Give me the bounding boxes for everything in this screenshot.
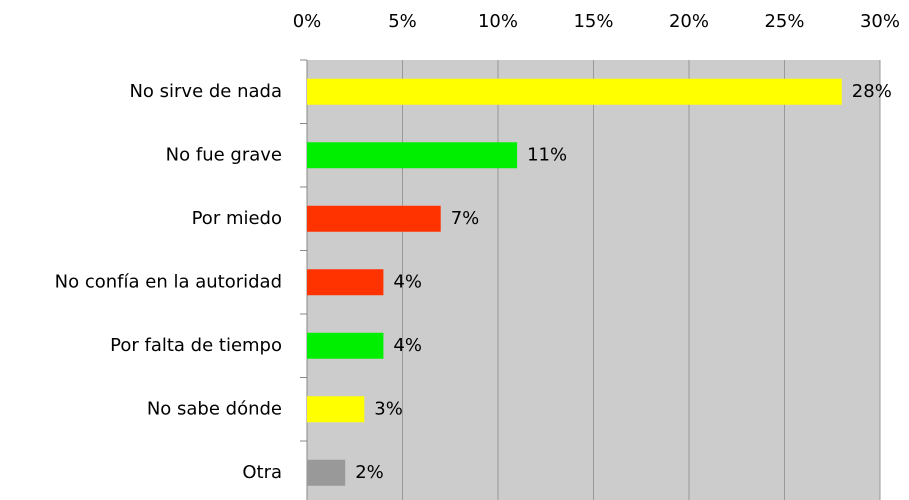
bar — [307, 396, 365, 423]
bar — [307, 459, 346, 486]
x-tick-label: 10% — [478, 11, 518, 32]
value-label: 4% — [393, 335, 422, 356]
y-tick-label: No sabe dónde — [147, 398, 282, 419]
x-tick-label: 5% — [388, 11, 417, 32]
bar — [307, 269, 384, 296]
y-tick-label: No confía en la autoridad — [55, 271, 282, 292]
bar — [307, 332, 384, 359]
y-tick-label: Por falta de tiempo — [110, 335, 282, 356]
value-label: 2% — [355, 462, 384, 483]
value-label: 7% — [451, 208, 480, 229]
x-tick-label: 20% — [669, 11, 709, 32]
y-tick-label: Otra — [242, 462, 282, 483]
value-label: 11% — [527, 144, 567, 165]
x-tick-label: 30% — [860, 11, 900, 32]
y-tick-label: No fue grave — [166, 144, 282, 165]
x-tick-label: 15% — [573, 11, 613, 32]
x-tick-label: 25% — [764, 11, 804, 32]
bar — [307, 205, 441, 232]
value-label: 4% — [393, 271, 422, 292]
y-tick-label: Por miedo — [192, 208, 282, 229]
x-tick-label: 0% — [293, 11, 322, 32]
value-label: 28% — [852, 81, 892, 102]
bar — [307, 78, 842, 105]
value-label: 3% — [374, 398, 403, 419]
y-tick-label: No sirve de nada — [129, 81, 282, 102]
bar — [307, 142, 518, 169]
